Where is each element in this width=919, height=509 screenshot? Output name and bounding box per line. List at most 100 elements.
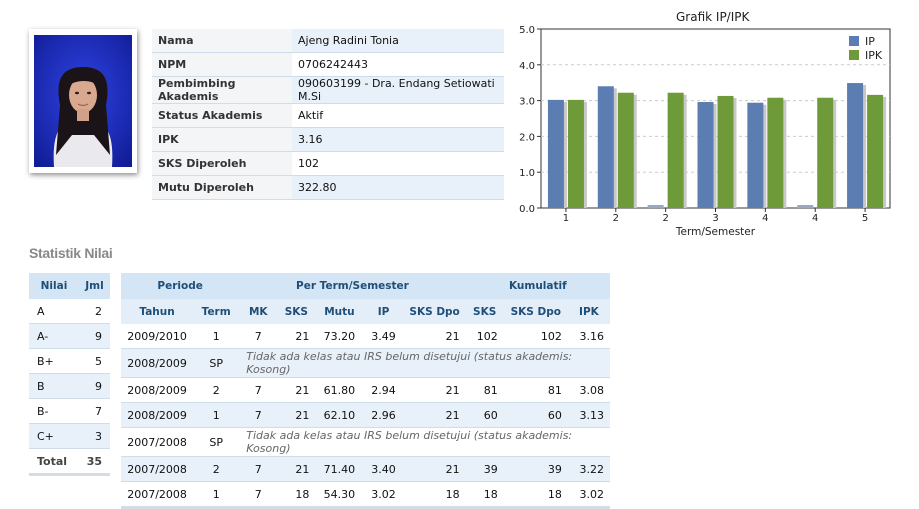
cell-k-sks-dpo: 81: [503, 377, 568, 403]
cell-k-sks-dpo: 102: [503, 324, 568, 349]
cell-sks: 21: [277, 324, 316, 349]
cell-tahun: 2008/2009: [121, 377, 194, 403]
term-row: 2008/2009 1 7 21 62.10 2.96 21 60 60 3.13: [121, 402, 610, 428]
col-tahun: Tahun: [121, 299, 194, 324]
grade-count: 5: [78, 348, 110, 374]
info-value: 3.16: [292, 127, 504, 152]
term-row: 2008/2009 2 7 21 61.80 2.94 21 81 81 3.08: [121, 377, 610, 403]
bar-ip: [597, 86, 614, 208]
grade-count: 7: [78, 398, 110, 424]
col-jml: Jml: [78, 273, 110, 299]
bar-ipk: [617, 92, 634, 208]
x-tick-label: 2: [662, 213, 668, 224]
bar-ipk: [667, 92, 684, 208]
cell-ipk: 3.08: [567, 377, 610, 403]
info-value: Ajeng Radini Tonia: [292, 29, 504, 53]
cell-tahun: 2007/2008: [121, 456, 194, 482]
term-row: 2009/2010 1 7 21 73.20 3.49 21 102 102 3.16: [121, 324, 610, 349]
info-value: 102: [292, 151, 504, 176]
term-row: 2007/2008 SP Tidak ada kelas atau IRS belu…: [121, 427, 610, 457]
bar-ip-empty: [647, 205, 664, 208]
col-k-sks: SKS: [465, 299, 504, 324]
cell-mutu: 73.20: [315, 324, 364, 349]
cell-ip: 2.94: [363, 377, 404, 403]
info-row: Nama Ajeng Radini Tonia: [152, 29, 504, 53]
col-mk: MK: [239, 299, 278, 324]
cell-sks-dpo: 21: [403, 324, 466, 349]
cell-sks-dpo: 21: [403, 456, 466, 482]
bar-ipk: [867, 94, 884, 208]
y-tick-label: 0.0: [519, 204, 535, 215]
legend-swatch: [849, 50, 859, 60]
info-value: 322.80: [292, 175, 504, 200]
grade-summary-table: Nilai Jml A 2 A- 9 B+ 5 B 9 B- 7 C+ 3 Total 35: [29, 273, 110, 476]
grade-label: B-: [29, 398, 79, 424]
student-info-table: Nama Ajeng Radini Tonia NPM 0706242443 Pembi…: [152, 29, 504, 200]
grade-row: B- 7: [29, 398, 110, 424]
info-label: SKS Diperoleh: [152, 151, 292, 176]
cell-sks-dpo: 18: [403, 481, 466, 509]
x-tick-label: 2: [613, 213, 619, 224]
group-periode: Periode: [121, 273, 240, 299]
cell-ip: 3.49: [363, 324, 404, 349]
cell-mk: 7: [239, 324, 278, 349]
x-tick-label: 4: [812, 213, 818, 224]
col-sks: SKS: [277, 299, 316, 324]
x-axis-label: Term/Semester: [675, 226, 756, 238]
col-sks-dpo: SKS Dpo: [403, 299, 466, 324]
cell-mk: 7: [239, 481, 278, 509]
grade-count: 2: [78, 299, 110, 324]
y-tick-label: 3.0: [519, 97, 535, 108]
bar-ip: [847, 83, 864, 208]
grade-total-row: Total 35: [29, 448, 110, 476]
cell-ip: 3.40: [363, 456, 404, 482]
bar-ip-empty: [797, 205, 814, 208]
cell-sks: 18: [277, 481, 316, 509]
cell-term: 1: [193, 481, 240, 509]
cell-sks: 21: [277, 456, 316, 482]
cell-mutu: 61.80: [315, 377, 364, 403]
term-row: 2008/2009 SP Tidak ada kelas atau IRS belu…: [121, 348, 610, 378]
student-photo-frame: [29, 29, 137, 173]
cell-ip: 2.96: [363, 402, 404, 428]
info-label: Pembimbing Akademis: [152, 76, 292, 104]
cell-k-sks-dpo: 18: [503, 481, 568, 509]
y-tick-label: 2.0: [519, 132, 535, 143]
col-term: Term: [193, 299, 240, 324]
bar-ip: [697, 102, 714, 208]
x-tick-label: 3: [712, 213, 718, 224]
x-tick-label: 5: [862, 213, 868, 224]
cell-mk: 7: [239, 456, 278, 482]
cell-sks: 21: [277, 402, 316, 428]
info-label: NPM: [152, 52, 292, 77]
info-label: Status Akademis: [152, 103, 292, 128]
section-title-statistik: Statistik Nilai: [29, 245, 113, 261]
cell-k-sks: 60: [465, 402, 504, 428]
legend-label: IP: [865, 35, 875, 48]
cell-ip: 3.02: [363, 481, 404, 509]
legend-swatch: [849, 36, 859, 46]
term-row: 2007/2008 2 7 21 71.40 3.40 21 39 39 3.22: [121, 456, 610, 482]
y-tick-label: 5.0: [519, 25, 535, 36]
cell-tahun: 2009/2010: [121, 324, 194, 349]
cell-mk: 7: [239, 377, 278, 403]
cell-ipk: 3.22: [567, 456, 610, 482]
cell-k-sks-dpo: 60: [503, 402, 568, 428]
grade-row: A- 9: [29, 323, 110, 349]
grade-label: A: [29, 299, 79, 324]
y-tick-label: 4.0: [519, 61, 535, 72]
term-row: 2007/2008 1 7 18 54.30 3.02 18 18 18 3.02: [121, 481, 610, 509]
col-k-sks-dpo: SKS Dpo: [503, 299, 568, 324]
grade-count: 9: [78, 373, 110, 399]
cell-mutu: 62.10: [315, 402, 364, 428]
cell-sks-dpo: 21: [403, 402, 466, 428]
grade-row: B+ 5: [29, 348, 110, 374]
cell-k-sks: 18: [465, 481, 504, 509]
col-ip: IP: [363, 299, 404, 324]
ip-ipk-chart: 0.0 1.0 2.0 3.0 4.0 5.0 1 2 2 3 4 4 5 Term/Semester IP…: [519, 25, 891, 238]
cell-k-sks: 81: [465, 377, 504, 403]
bar-ipk: [767, 97, 784, 208]
cell-mk: 7: [239, 402, 278, 428]
bar-ip: [547, 99, 564, 208]
